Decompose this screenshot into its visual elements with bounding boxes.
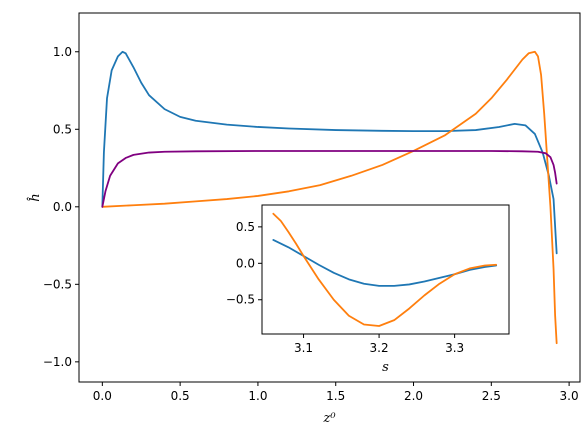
main-y-tick-label: −1.0 bbox=[43, 355, 72, 369]
main-series-line-3 bbox=[101, 150, 558, 208]
main-x-tick-label: 3.0 bbox=[560, 389, 579, 403]
main-y-tick-label: 1.0 bbox=[53, 45, 72, 59]
main-x-axis-label: z⁰ bbox=[322, 411, 336, 426]
main-series-line-2 bbox=[101, 50, 558, 345]
inset-x-tick-label: 3.1 bbox=[294, 341, 313, 355]
inset-x-tick-label: 3.2 bbox=[370, 341, 389, 355]
main-x-tick-label: 0.0 bbox=[93, 389, 112, 403]
inset-axes-frame bbox=[261, 204, 510, 335]
main-series-line-1 bbox=[101, 50, 558, 255]
main-x-tick-label: 0.5 bbox=[171, 389, 190, 403]
inset-plot: 3.1 3.2 3.3 −0.5 0.0 0.5 s bbox=[226, 204, 510, 375]
main-x-tick-label: 2.5 bbox=[482, 389, 501, 403]
main-x-tick-label: 1.5 bbox=[326, 389, 345, 403]
inset-series-line-2 bbox=[272, 212, 498, 327]
main-axes-frame bbox=[78, 12, 581, 383]
inset-y-tick-label: 0.0 bbox=[236, 256, 255, 270]
main-y-tick-label: 0.0 bbox=[53, 200, 72, 214]
main-y-axis-label: ĥ bbox=[27, 193, 43, 201]
main-x-tick-label: 2.0 bbox=[404, 389, 423, 403]
inset-x-axis-label: s bbox=[382, 360, 389, 375]
main-plot: 0.0 0.5 1.0 1.5 2.0 2.5 3.0 −1.0 −0.5 0.0 0.5 1.0 z⁰… bbox=[27, 12, 581, 426]
inset-y-tick-label: −0.5 bbox=[226, 293, 255, 307]
main-x-tick-label: 1.0 bbox=[248, 389, 267, 403]
main-y-tick-label: 0.5 bbox=[53, 122, 72, 136]
inset-y-tick-label: 0.5 bbox=[236, 220, 255, 234]
inset-x-tick-label: 3.3 bbox=[445, 341, 464, 355]
main-y-tick-label: −0.5 bbox=[43, 277, 72, 291]
